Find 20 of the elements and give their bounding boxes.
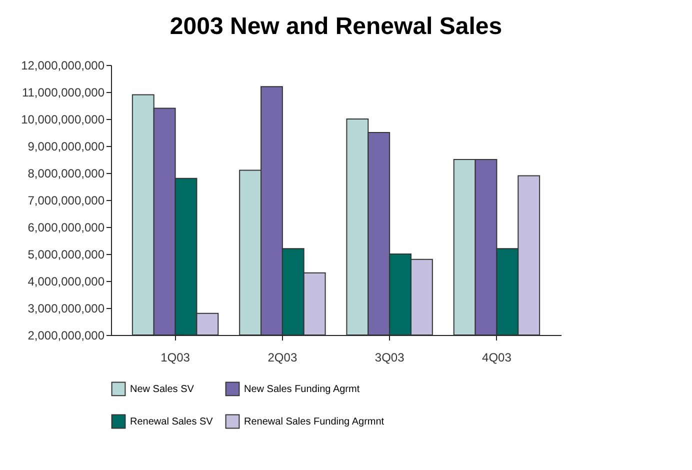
y-tick-label: 11,000,000,000 (22, 86, 105, 100)
y-tick-label: 5,000,000,000 (28, 248, 105, 262)
legend-label: Renewal Sales SV (130, 416, 214, 428)
legend-label: Renewal Sales Funding Agrmnt (244, 416, 384, 428)
x-tick-label: 4Q03 (482, 350, 512, 364)
y-tick-label: 3,000,000,000 (28, 302, 105, 316)
chart-title: 2003 New and Renewal Sales (170, 13, 502, 40)
x-tick-label: 1Q03 (160, 350, 190, 364)
y-tick-label: 12,000,000,000 (21, 58, 105, 72)
legend-label: New Sales Funding Agrmt (244, 384, 360, 395)
y-tick-label: 10,000,000,000 (21, 112, 105, 126)
y-tick-label: 2,000,000,000 (28, 328, 105, 342)
y-tick-label: 4,000,000,000 (28, 274, 105, 288)
y-tick-label: 9,000,000,000 (28, 140, 105, 154)
y-tick-label: 6,000,000,000 (28, 220, 105, 234)
y-tick-label: 7,000,000,000 (28, 194, 105, 208)
y-tick-label: 8,000,000,000 (28, 166, 105, 180)
x-tick-label: 2Q03 (268, 350, 298, 364)
legend-label: New Sales SV (130, 384, 194, 395)
x-tick-label: 3Q03 (374, 350, 405, 364)
